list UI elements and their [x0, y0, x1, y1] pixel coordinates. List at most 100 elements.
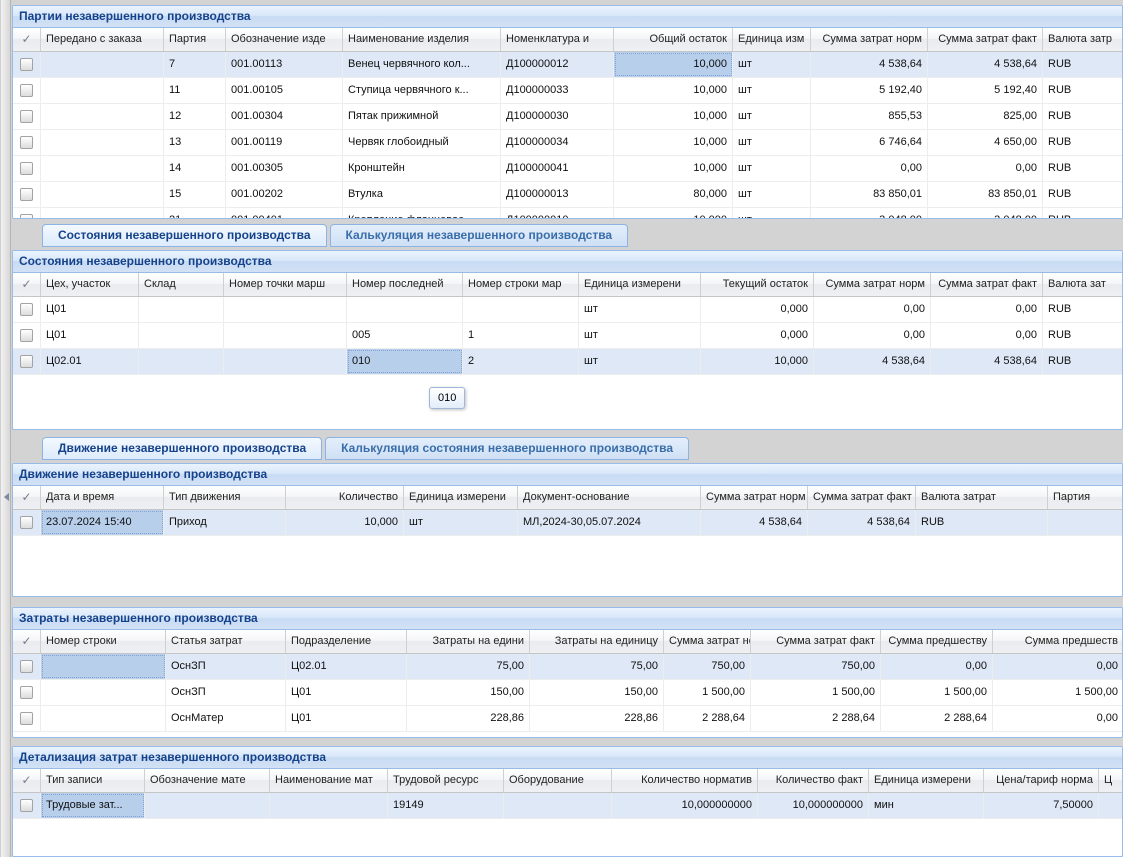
table-row[interactable]: ОснМатер Ц01 228,86 228,86 2 288,64 2 288,64 2…	[13, 706, 1122, 732]
cell[interactable]: 001.00401	[226, 208, 343, 218]
column-header[interactable]: Дата и время	[41, 486, 164, 509]
column-header[interactable]: Сумма затрат факт	[931, 273, 1043, 296]
table-row[interactable]: 23.07.2024 15:40 Приход 10,000 шт МЛ,2024-30…	[13, 510, 1122, 536]
row-check-cell[interactable]	[13, 78, 41, 103]
column-header[interactable]: Сумма затрат норм	[701, 486, 808, 509]
column-header[interactable]: Валюта затрат	[916, 486, 1048, 509]
cell[interactable]: Д100000030	[501, 104, 614, 129]
column-header[interactable]: Тип записи	[41, 769, 145, 792]
column-header[interactable]: Наименование изделия	[343, 28, 501, 51]
select-all-check-icon[interactable]: ✓	[13, 28, 41, 51]
cell[interactable]: 228,86	[530, 706, 664, 731]
cell[interactable]: 10,000	[614, 130, 733, 155]
cell[interactable]: 80,000	[614, 182, 733, 207]
cell[interactable]: Ц01	[41, 323, 139, 348]
row-check-cell[interactable]	[13, 52, 41, 77]
cell[interactable]: 0,000	[701, 323, 814, 348]
cell[interactable]: Д100000012	[501, 52, 614, 77]
table-row[interactable]: 21001.00401Крепление фланцевоеД100000010…	[13, 208, 1122, 218]
cell[interactable]: 1 500,00	[751, 680, 881, 705]
cell[interactable]	[224, 297, 347, 322]
cell[interactable]: 2	[463, 349, 579, 374]
column-header[interactable]: Передано с заказа	[41, 28, 164, 51]
cell[interactable]: 4 538,64	[811, 52, 928, 77]
cell[interactable]	[41, 706, 166, 731]
cell[interactable]: шт	[579, 297, 701, 322]
cell[interactable]: 3 048,00	[811, 208, 928, 218]
cell[interactable]: шт	[404, 510, 518, 535]
table-row[interactable]: 14 001.00305 Кронштейн Д100000041 10,000 шт 0,…	[13, 156, 1122, 182]
cell[interactable]: 10,000	[614, 208, 733, 218]
column-header[interactable]: Партия	[1048, 486, 1122, 509]
cell[interactable]: 10,000000000	[758, 793, 869, 818]
cell[interactable]: 11	[164, 78, 226, 103]
row-checkbox[interactable]	[20, 110, 33, 123]
cell[interactable]: 2 288,64	[751, 706, 881, 731]
cell[interactable]: Ц01	[41, 297, 139, 322]
cell[interactable]: Трудовые зат...	[41, 793, 145, 818]
cell[interactable]: 0,00	[931, 297, 1043, 322]
table-row[interactable]: 13 001.00119 Червяк глобоидный Д100000034 10…	[13, 130, 1122, 156]
cell[interactable]: 10,000000000	[612, 793, 758, 818]
cell[interactable]: 4 538,64	[928, 52, 1043, 77]
cell[interactable]: 010	[347, 349, 463, 374]
cell[interactable]: 0,00	[811, 156, 928, 181]
cell[interactable]: 4 538,64	[814, 349, 931, 374]
cell[interactable]: 4 538,64	[931, 349, 1043, 374]
column-header[interactable]: Документ-основание	[518, 486, 701, 509]
column-header[interactable]: Единица изм	[733, 28, 811, 51]
column-header[interactable]: Затраты на едини	[407, 630, 530, 653]
cell[interactable]: Втулка	[343, 182, 501, 207]
column-header[interactable]: Цена/тариф норма	[984, 769, 1099, 792]
cell[interactable]: Ц01	[286, 680, 407, 705]
column-header[interactable]: Номер последней	[347, 273, 463, 296]
row-checkbox[interactable]	[20, 516, 33, 529]
tab-inactive[interactable]: Калькуляция незавершенного производства	[329, 224, 629, 247]
table-row[interactable]: Ц01 005 1 шт 0,000 0,00 0,00 RUB	[13, 323, 1122, 349]
row-checkbox[interactable]	[20, 329, 33, 342]
column-header[interactable]: Сумма затрат факт	[808, 486, 916, 509]
cell[interactable]: 1 500,00	[664, 680, 751, 705]
column-header[interactable]: Цех, участок	[41, 273, 139, 296]
cell[interactable]: 19149	[388, 793, 504, 818]
cell[interactable]: 75,00	[530, 654, 664, 679]
table-row[interactable]: 15 001.00202 Втулка Д100000013 80,000 шт 83 85…	[13, 182, 1122, 208]
cell[interactable]: Ц02.01	[41, 349, 139, 374]
tab-inactive[interactable]: Калькуляция состояния незавершенного про…	[325, 437, 690, 460]
column-header[interactable]: Сумма затрат норм	[814, 273, 931, 296]
cell[interactable]: 2 288,64	[664, 706, 751, 731]
row-checkbox[interactable]	[20, 84, 33, 97]
column-header[interactable]: Обозначение изде	[226, 28, 343, 51]
row-checkbox[interactable]	[20, 355, 33, 368]
cell[interactable]: 150,00	[530, 680, 664, 705]
column-header[interactable]: Оборудование	[504, 769, 612, 792]
cell[interactable]	[41, 104, 164, 129]
cell[interactable]: шт	[733, 78, 811, 103]
cell[interactable]: 7	[164, 52, 226, 77]
cell[interactable]: ОснЗП	[166, 680, 286, 705]
cell[interactable]: шт	[733, 104, 811, 129]
column-header[interactable]: Трудовой ресурс	[388, 769, 504, 792]
row-check-cell[interactable]	[13, 297, 41, 322]
cell[interactable]: 23.07.2024 15:40	[41, 510, 164, 535]
cell[interactable]: 855,53	[811, 104, 928, 129]
table-row[interactable]: Ц01 шт 0,000 0,00 0,00 RUB	[13, 297, 1122, 323]
row-check-cell[interactable]	[13, 510, 41, 535]
cell[interactable]: 825,00	[928, 104, 1043, 129]
cell[interactable]	[463, 297, 579, 322]
cell[interactable]: шт	[579, 323, 701, 348]
cell[interactable]: шт	[733, 130, 811, 155]
cell[interactable]: 13	[164, 130, 226, 155]
cell[interactable]: 21	[164, 208, 226, 218]
cell[interactable]: Крепление фланцевое	[343, 208, 501, 218]
row-check-cell[interactable]	[13, 182, 41, 207]
row-checkbox[interactable]	[20, 136, 33, 149]
cell[interactable]: 0,00	[814, 323, 931, 348]
column-header[interactable]: Общий остаток	[614, 28, 733, 51]
cell[interactable]: 10,000	[286, 510, 404, 535]
cell[interactable]: 1 500,00	[881, 680, 993, 705]
cell[interactable]: 750,00	[751, 654, 881, 679]
cell[interactable]: 0,00	[928, 156, 1043, 181]
row-check-cell[interactable]	[13, 323, 41, 348]
cell[interactable]: RUB	[1043, 349, 1122, 374]
